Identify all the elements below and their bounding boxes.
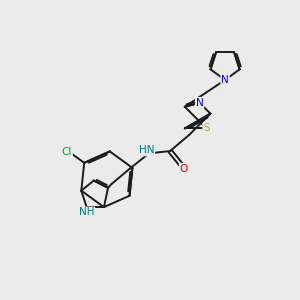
Text: N: N [196, 98, 203, 108]
Text: S: S [203, 123, 210, 134]
Text: Cl: Cl [61, 147, 72, 158]
Text: N: N [221, 75, 229, 85]
Text: HN: HN [139, 146, 154, 155]
Text: O: O [180, 164, 188, 174]
Text: NH: NH [79, 207, 94, 218]
